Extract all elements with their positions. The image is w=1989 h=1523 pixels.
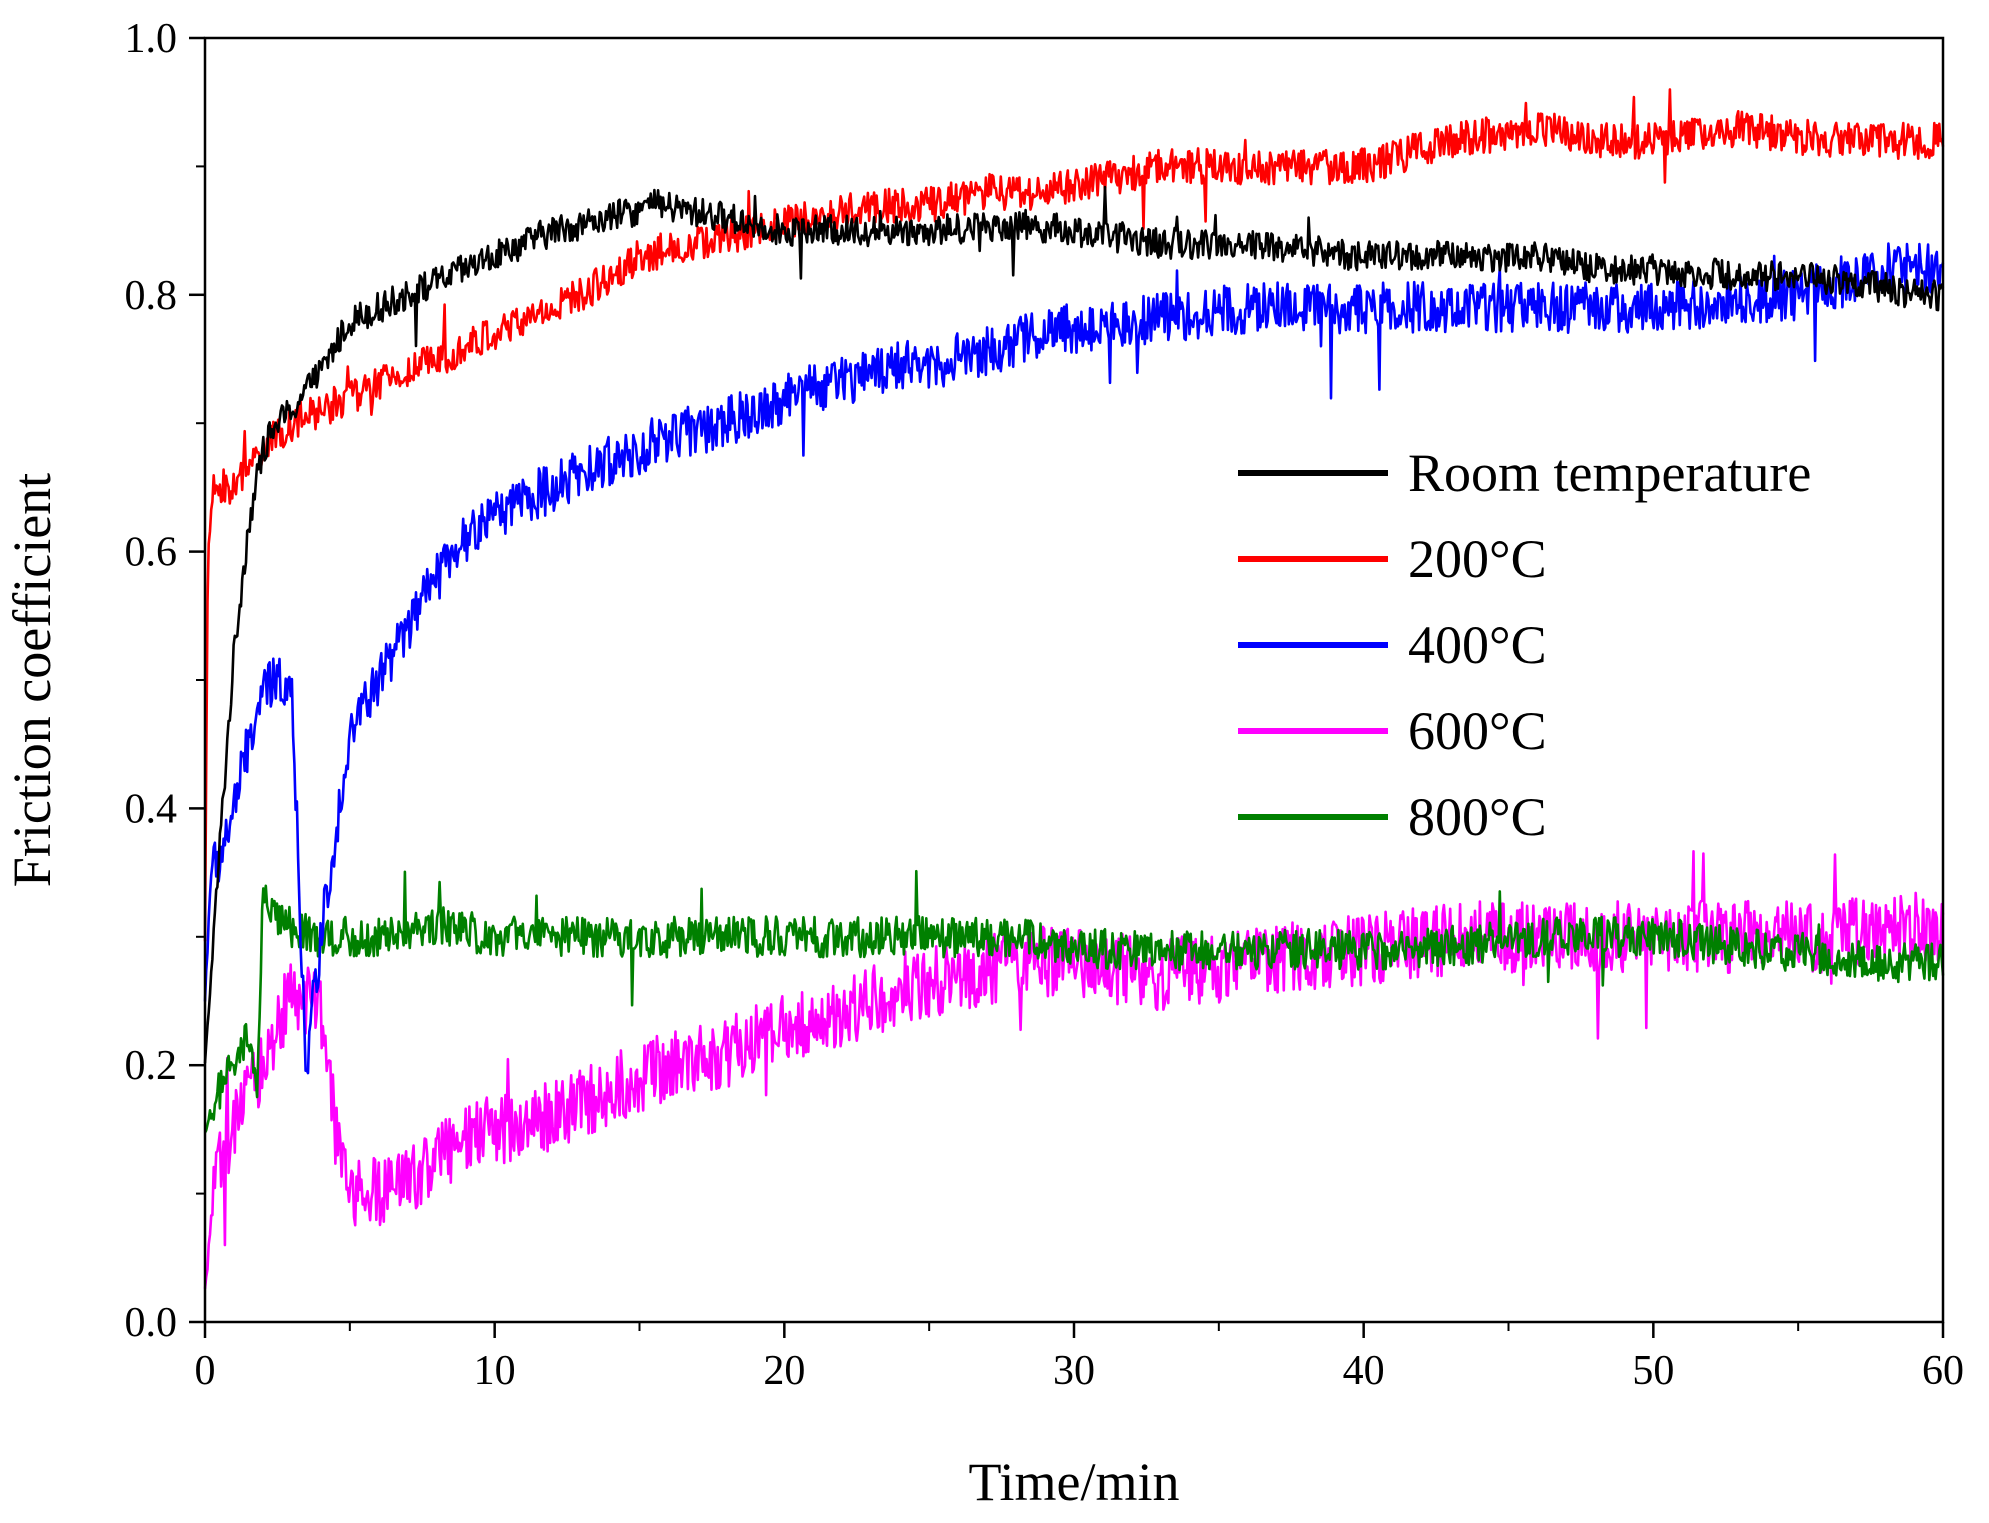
x-tick-label: 0 bbox=[195, 1348, 216, 1394]
series-line-room-temperature bbox=[203, 185, 1945, 1064]
x-tick-label: 60 bbox=[1922, 1348, 1964, 1394]
x-tick-label: 40 bbox=[1343, 1348, 1385, 1394]
legend-label: 200°C bbox=[1408, 529, 1547, 589]
x-tick-label: 50 bbox=[1632, 1348, 1674, 1394]
y-tick-label: 1.0 bbox=[125, 16, 178, 62]
y-tick-label: 0.8 bbox=[125, 273, 178, 319]
ticks-layer: 0 10 20 30 40 50 60 0.0 0.2 0.4 0.6 0.8 1.0 bbox=[125, 16, 1965, 1394]
y-axis-title: Friction coefficient bbox=[2, 473, 62, 887]
y-tick-label: 0.6 bbox=[125, 530, 178, 576]
legend-label: Room temperature bbox=[1408, 443, 1811, 503]
legend-label: 400°C bbox=[1408, 615, 1547, 675]
series-line-200c bbox=[203, 88, 1945, 942]
y-tick-label: 0.2 bbox=[125, 1043, 178, 1089]
x-axis-title: Time/min bbox=[968, 1452, 1179, 1512]
x-tick-label: 10 bbox=[474, 1348, 516, 1394]
series-line-800c bbox=[203, 869, 1945, 1134]
y-tick-label: 0.0 bbox=[125, 1300, 178, 1346]
plot-frame bbox=[203, 36, 1945, 1324]
x-tick-label: 20 bbox=[763, 1348, 805, 1394]
series-line-400c bbox=[203, 242, 1945, 1075]
legend-label: 600°C bbox=[1408, 701, 1547, 761]
y-tick-label: 0.4 bbox=[125, 786, 178, 832]
legend-label: 800°C bbox=[1408, 787, 1547, 847]
legend: Room temperature 200°C 400°C 600°C 800°C bbox=[1238, 443, 1811, 847]
x-tick-label: 30 bbox=[1053, 1348, 1095, 1394]
series-layer bbox=[203, 88, 1945, 1289]
